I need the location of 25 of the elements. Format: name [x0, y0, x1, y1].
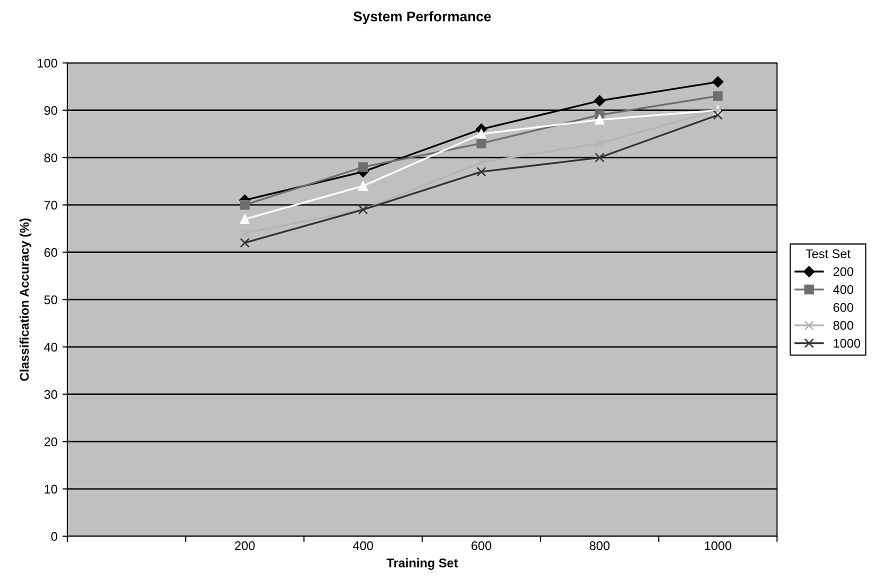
x-tick-label: 400: [352, 541, 374, 550]
y-tick-label: 40: [44, 342, 58, 352]
y-tick-label: 60: [44, 248, 58, 257]
legend-label: 200: [833, 267, 854, 276]
x-tick-label: 1000: [704, 541, 732, 550]
legend-label: 400: [833, 285, 854, 294]
text: 600: [833, 303, 854, 312]
y-tick-label: 50: [44, 295, 58, 304]
x-axis-title: Training Set: [386, 558, 458, 570]
y-axis-title: Classification Accuracy (%): [20, 218, 32, 381]
legend-label: 1000: [834, 338, 860, 348]
legend-title: Test Set: [806, 249, 850, 258]
x-tick-label: 200: [235, 541, 255, 550]
y-tick-label: 0: [51, 532, 58, 541]
chart-title: System Performance: [354, 11, 491, 24]
x-tick-label: 600: [472, 541, 492, 550]
y-tick-label: 30: [44, 390, 58, 399]
y-tick-label: 70: [44, 200, 58, 210]
y-tick-label: 10: [44, 484, 58, 494]
y-tick-label: 100: [38, 58, 58, 68]
y-tick-label: 90: [44, 106, 58, 115]
x-tick-label: 800: [590, 541, 610, 550]
y-tick-label: 20: [44, 437, 58, 446]
legend-label: 800: [833, 320, 854, 330]
y-tick-label: 80: [44, 153, 58, 162]
